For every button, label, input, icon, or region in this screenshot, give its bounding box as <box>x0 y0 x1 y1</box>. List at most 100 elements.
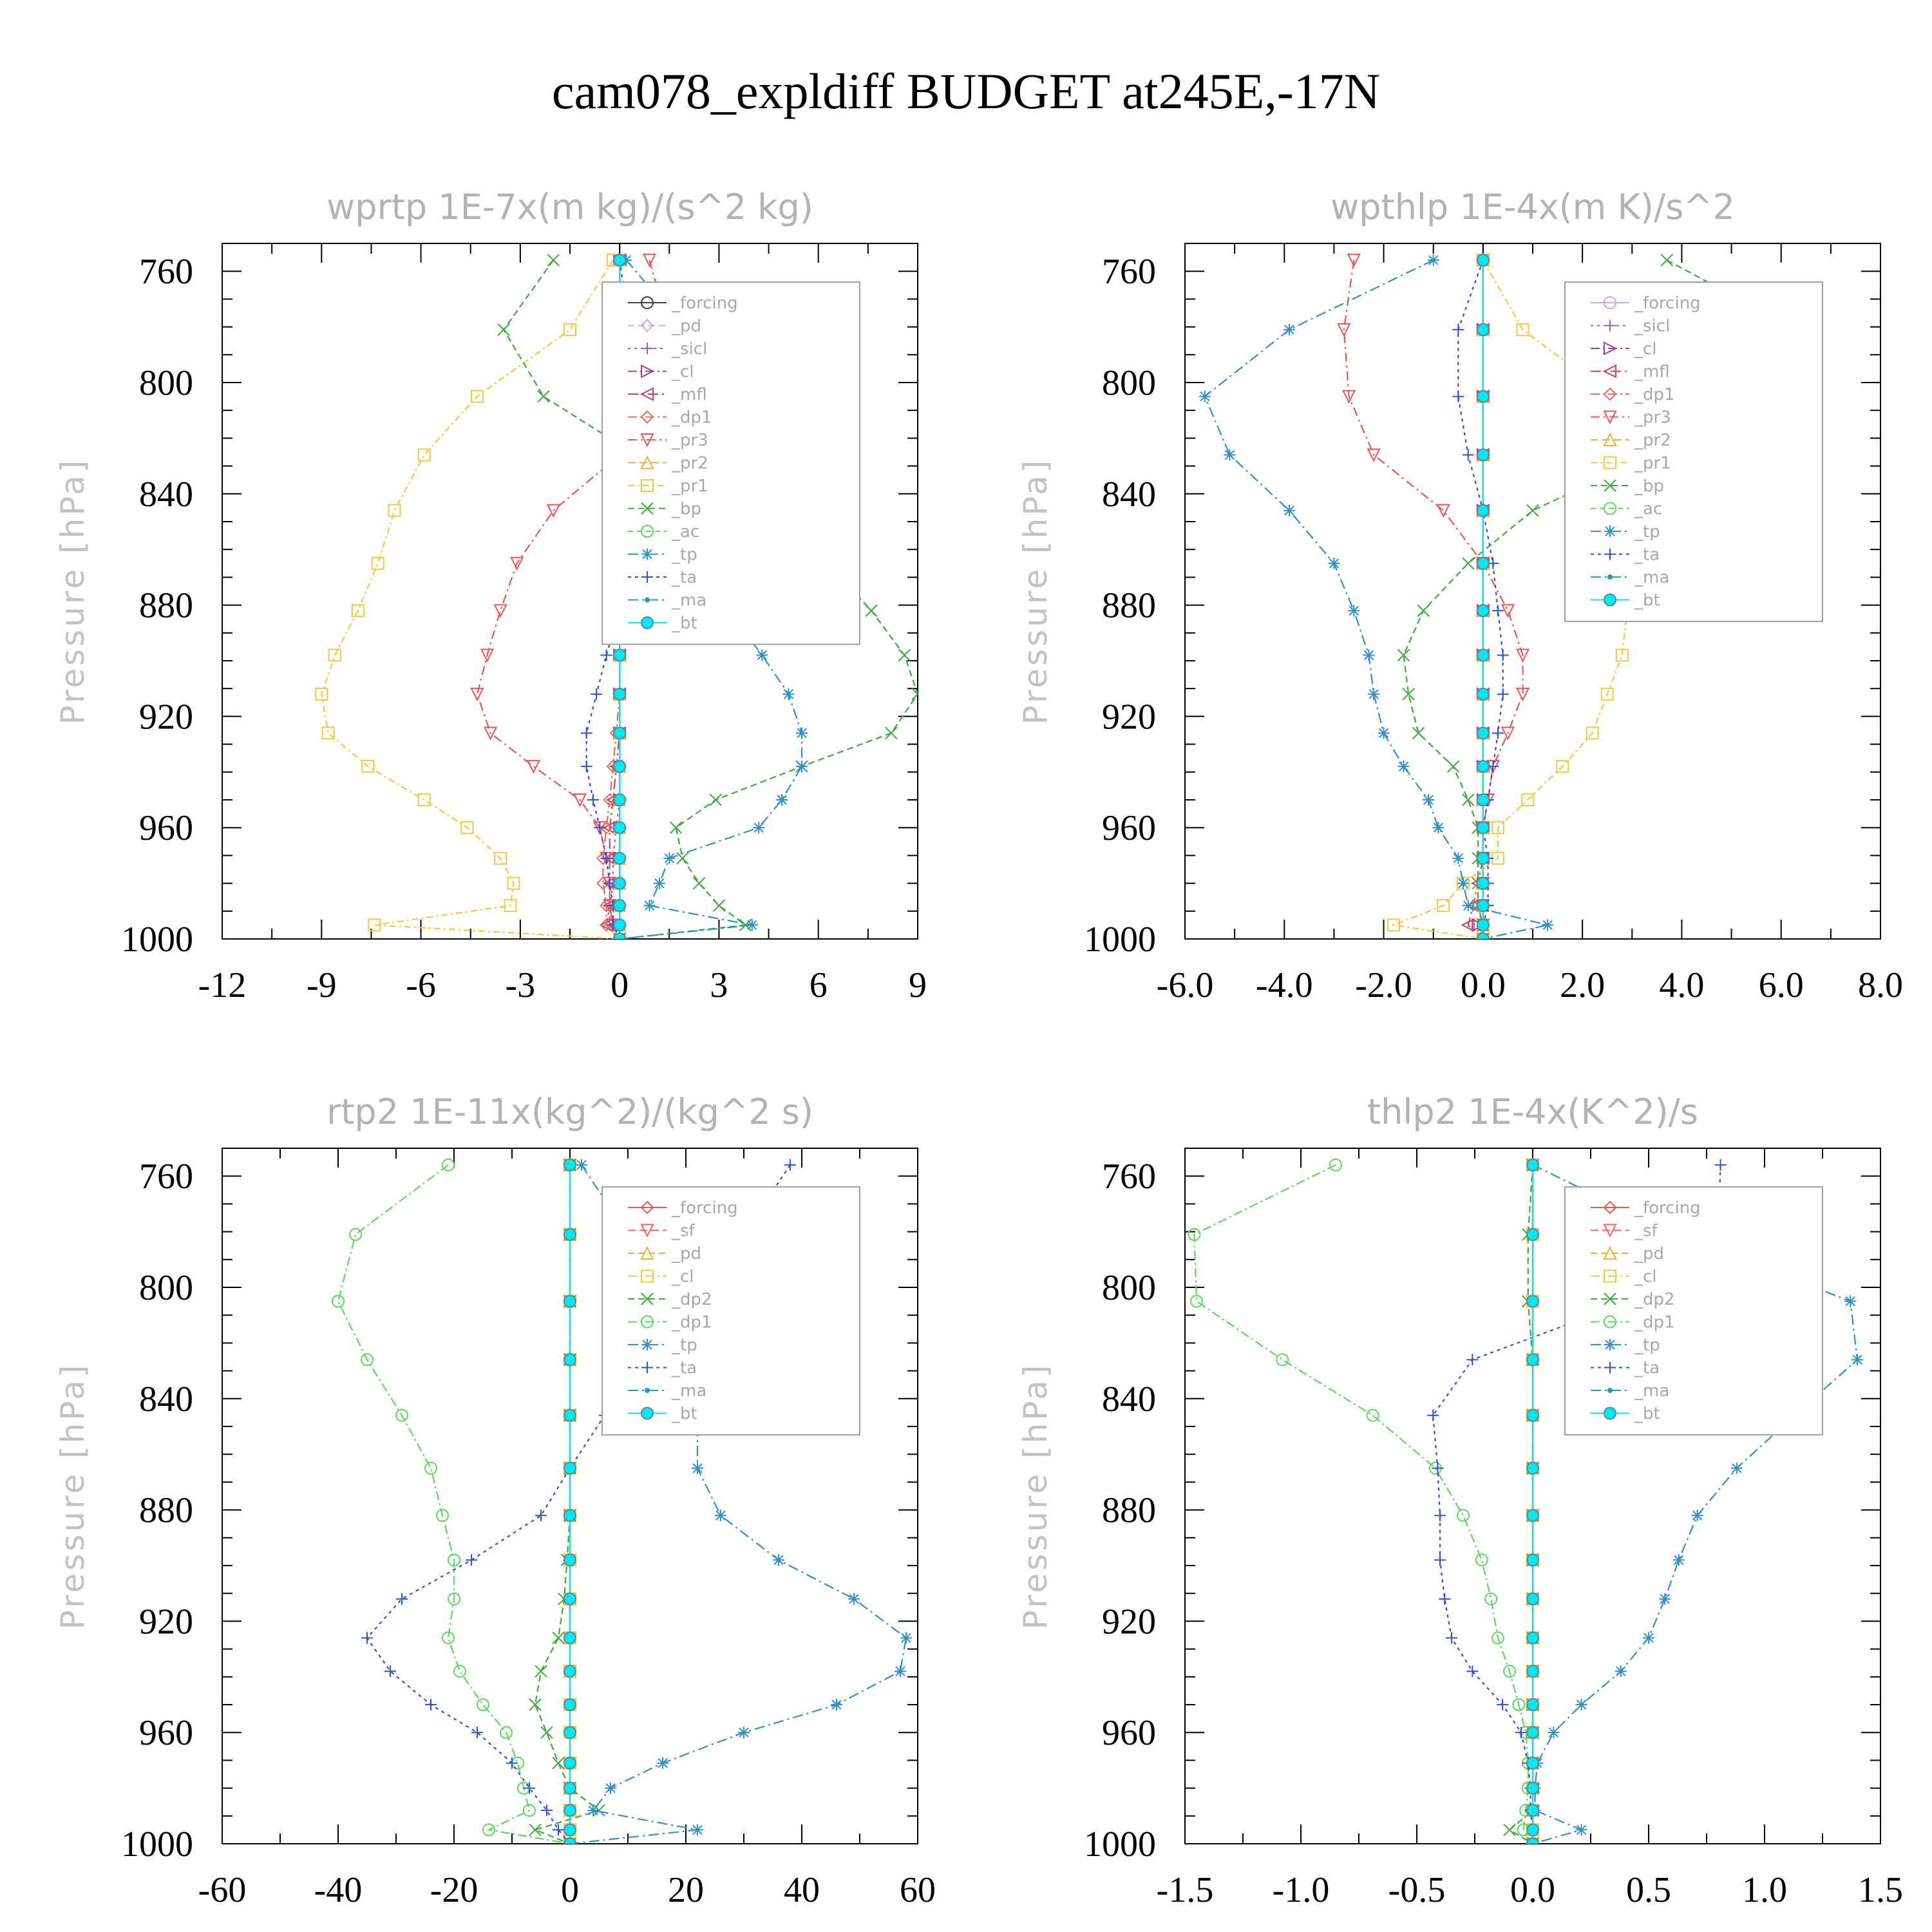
series-point-bp <box>669 821 683 834</box>
series-point-pr1 <box>388 504 401 517</box>
panel-2: wpthlp 1E-4x(m K)/s^2 Pressure [hPa] 760 80… <box>1017 187 1903 1005</box>
legend-marker <box>1604 1406 1616 1420</box>
series-point-bt <box>1476 323 1490 336</box>
series-point-bt <box>1526 1592 1539 1605</box>
series-point-tp <box>776 794 788 806</box>
series-point-pr3 <box>573 793 587 808</box>
series-point-bt <box>1476 556 1490 570</box>
legend-marker <box>640 319 654 332</box>
series-point-ta <box>1466 1354 1479 1366</box>
series-point-tp <box>1452 852 1464 864</box>
series-point-tp <box>796 727 808 739</box>
series-point-bt <box>613 253 627 267</box>
series-point-dp1 <box>1492 1631 1504 1645</box>
panel-title: rtp2 1E-11x(kg^2)/(kg^2 s) <box>327 1092 813 1132</box>
series-point-bp <box>1462 557 1475 570</box>
series-point-dp1 <box>482 1823 495 1837</box>
series-point-bt <box>1526 1631 1539 1645</box>
series-point-bt <box>613 793 627 806</box>
series-point-dp1 <box>1512 1698 1526 1711</box>
series-point-tp <box>587 1804 599 1817</box>
series-point-bp <box>537 390 550 403</box>
series-point-tp <box>1575 1824 1587 1836</box>
series-point-ta <box>396 1593 408 1605</box>
series-point-tp <box>756 649 768 661</box>
y-tick-label: 840 <box>139 475 193 515</box>
series-point-tp <box>1852 1354 1863 1366</box>
y-tick-label: 920 <box>1102 697 1156 737</box>
series-point-pr3 <box>1367 448 1381 462</box>
legend-entry: _sf <box>1634 1222 1658 1241</box>
series-point-tp <box>1348 605 1360 617</box>
x-tick-label: 6 <box>810 965 828 1005</box>
y-axis-label: Pressure [hPa] <box>1017 1363 1054 1630</box>
series-point-tp <box>1462 900 1474 912</box>
x-tick-label: -6 <box>406 965 436 1005</box>
y-tick-label: 760 <box>1102 1157 1156 1197</box>
series-point-pr3 <box>493 604 507 618</box>
series-point-tp <box>1397 761 1410 773</box>
series-point-tp <box>1659 1593 1671 1605</box>
series-point-tp <box>1224 449 1236 461</box>
series-point-dp1 <box>1188 1227 1201 1241</box>
legend-marker <box>1604 1339 1616 1350</box>
legend-entry: _pr2 <box>671 454 708 473</box>
legend-marker <box>645 597 650 603</box>
panel-3: rtp2 1E-11x(kg^2)/(kg^2 s) Pressure [hPa]… <box>54 1092 936 1910</box>
legend-entry: _bt <box>671 614 697 633</box>
series-point-bt <box>1526 1408 1539 1422</box>
series-point-tp <box>895 1665 906 1678</box>
series-point-ta <box>1497 1699 1509 1710</box>
series-point-pr1 <box>1521 793 1535 806</box>
series-point-pr3 <box>470 687 484 702</box>
series-point-bp <box>898 649 911 662</box>
series-point-bt <box>1476 918 1490 932</box>
series-point-tp <box>1427 254 1439 266</box>
series-point-tp <box>1457 877 1469 889</box>
x-tick-label: -2.0 <box>1355 965 1412 1005</box>
series-point-tp <box>643 900 656 912</box>
series-point-dp2 <box>535 1665 547 1678</box>
series-point-bp <box>865 604 878 617</box>
x-tick-label: 6.0 <box>1759 965 1804 1005</box>
legend-marker <box>641 1293 654 1305</box>
series-point-tp <box>653 877 665 889</box>
series-point-tp <box>1615 1665 1627 1678</box>
figure-title: cam078_expldiff BUDGET at245E,-17N <box>552 63 1380 119</box>
series-point-bt <box>564 1158 576 1171</box>
legend: _forcing _pd _sicl _cl _mfl _dp1 _pr3 _pr2 _pr1 _… <box>601 281 860 645</box>
series-point-tp <box>848 1593 860 1605</box>
x-tick-label: 0 <box>611 965 629 1005</box>
legend-marker <box>1603 387 1617 401</box>
series-point-bt <box>1476 448 1490 462</box>
legend-entry: _mfl <box>671 385 707 404</box>
series-point-dp1 <box>1366 1408 1379 1422</box>
x-tick-label: 1.0 <box>1742 1870 1787 1910</box>
series-point-ta <box>1497 688 1509 700</box>
series-point-bt <box>613 933 627 939</box>
legend-entry: _ac <box>671 522 699 542</box>
series-point-bt <box>613 876 627 890</box>
series-point-pr3 <box>1515 649 1530 663</box>
legend-marker <box>1604 593 1616 607</box>
series-point-dp1 <box>442 1631 455 1645</box>
legend-marker <box>641 1269 654 1283</box>
series-point-pr3 <box>1436 504 1450 518</box>
series-point-dp1 <box>424 1461 437 1475</box>
legend-box <box>1564 1186 1823 1435</box>
legend-entry: _ta <box>671 568 697 587</box>
legend-marker <box>641 296 654 309</box>
x-tick-label: 0.0 <box>1461 965 1506 1005</box>
y-tick-label: 880 <box>1102 1491 1156 1531</box>
series-point-pr1 <box>507 876 520 890</box>
series-point-bt <box>1476 726 1490 740</box>
legend-marker <box>641 1315 654 1329</box>
series-point-bp <box>911 688 918 701</box>
legend-marker <box>641 502 654 515</box>
legend-entry: _ma <box>671 1381 706 1401</box>
legend-entry: _dp1 <box>671 408 712 428</box>
legend-entry: _cl <box>671 363 694 382</box>
series-point-tp <box>1432 822 1444 834</box>
series-point-pr3 <box>526 760 541 774</box>
legend-entry: _pr3 <box>671 431 708 450</box>
